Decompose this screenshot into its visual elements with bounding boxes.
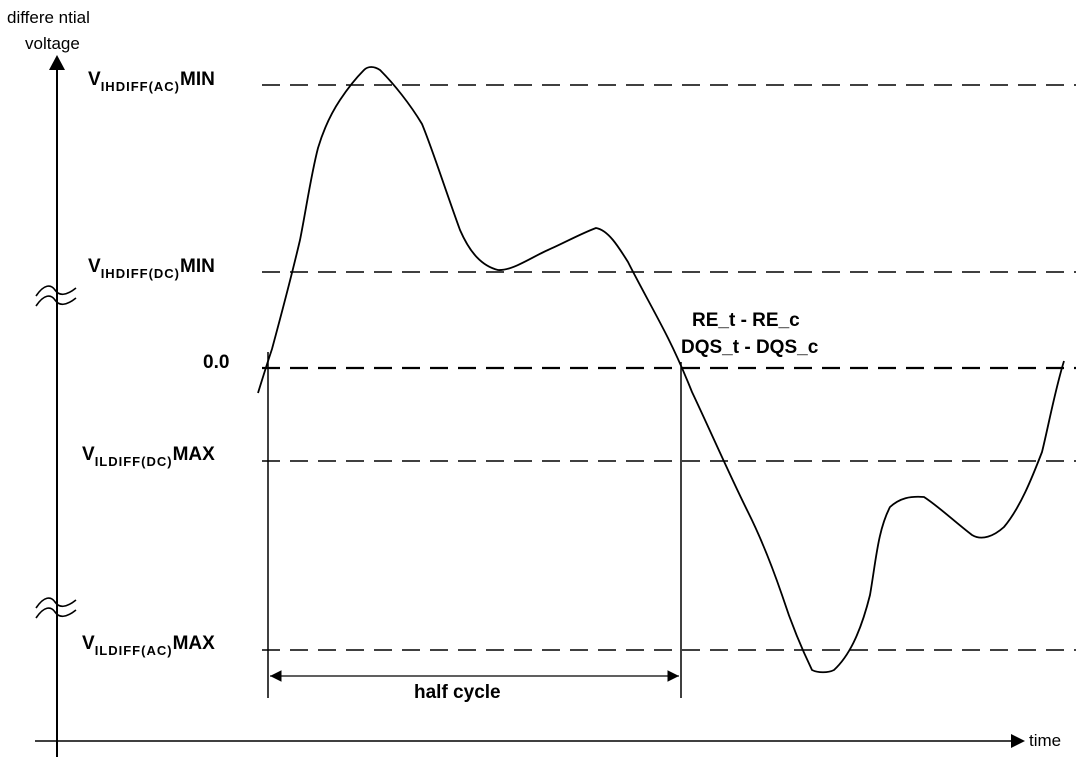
half-cycle-label: half cycle — [414, 682, 501, 703]
level-label-vil-dc: VILDIFF(DC)MAX — [82, 444, 215, 468]
level-label-vih-dc-suffix: MIN — [180, 256, 215, 277]
level-label-vih-dc-subscript: IHDIFF(DC) — [100, 266, 181, 281]
level-label-vil-ac-subscript: ILDIFF(AC) — [94, 643, 173, 658]
level-label-vil-dc-prefix: V — [82, 444, 95, 465]
y-axis-label-line2: voltage — [25, 34, 80, 53]
x-axis-arrowhead — [1011, 734, 1025, 748]
level-label-vil-dc-subscript: ILDIFF(DC) — [94, 454, 173, 469]
differential-waveform — [257, 66, 1065, 674]
level-label-vih-ac-suffix: MIN — [180, 69, 215, 90]
level-label-vih-ac-prefix: V — [88, 69, 101, 90]
axis-break-lower — [35, 597, 77, 619]
level-label-vil-ac-prefix: V — [82, 633, 95, 654]
x-axis-label: time — [1029, 731, 1062, 750]
level-label-vih-dc: VIHDIFF(DC)MIN — [88, 256, 215, 280]
axis-break-upper — [35, 285, 77, 307]
y-axis-label-line1: differe ntial — [7, 8, 90, 27]
level-label-vil-ac-suffix: MAX — [172, 633, 215, 654]
level-label-vih-ac-subscript: IHDIFF(AC) — [100, 79, 181, 94]
y-axis-arrowhead — [49, 55, 65, 70]
signal-label-dqs: DQS_t - DQS_c — [681, 337, 819, 358]
level-label-vih-dc-prefix: V — [88, 256, 101, 277]
level-label-zero: 0.0 — [203, 352, 230, 373]
signal-label-re: RE_t - RE_c — [692, 310, 800, 331]
level-label-vih-ac: VIHDIFF(AC)MIN — [88, 69, 215, 93]
level-label-vil-ac: VILDIFF(AC)MAX — [82, 633, 215, 657]
level-label-vil-dc-suffix: MAX — [172, 444, 215, 465]
